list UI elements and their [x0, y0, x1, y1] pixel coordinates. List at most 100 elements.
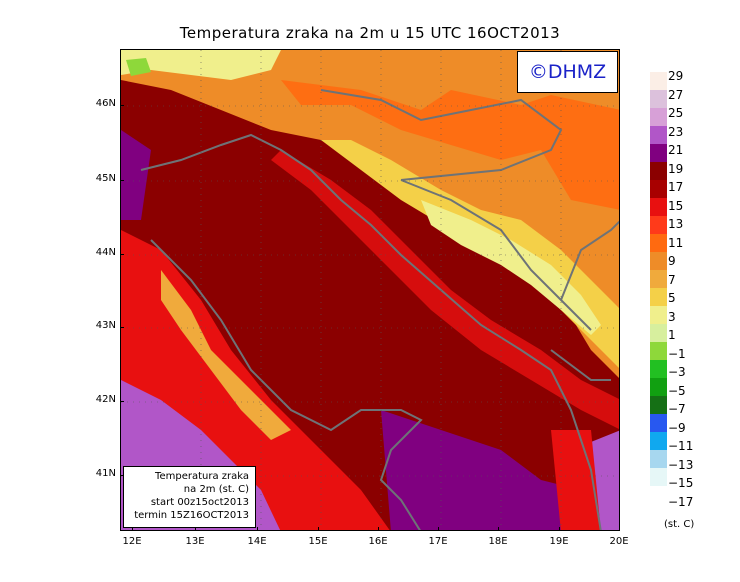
- y-tick-label: 41N: [95, 468, 116, 479]
- alpine-cool-area: [121, 50, 281, 80]
- info-line-4: termin 15Z16OCT2013: [134, 510, 249, 521]
- legend-swatch: [650, 270, 667, 288]
- map-canvas: [121, 50, 619, 530]
- italy-coastline: [150, 239, 423, 530]
- alpine-cold-spot: [126, 58, 151, 76]
- x-tick-mark: [257, 527, 258, 531]
- legend-swatch: [650, 90, 667, 108]
- border-bosnia: [400, 179, 592, 331]
- x-tick-label: 19E: [549, 536, 569, 547]
- y-tick-label: 43N: [95, 320, 116, 331]
- dhmz-logo: ©DHMZ: [517, 51, 618, 93]
- legend-level-label: 13: [668, 217, 684, 231]
- legend-swatch: [650, 252, 667, 270]
- x-tick-mark: [378, 527, 379, 531]
- legend-swatch: [650, 324, 667, 342]
- legend-level-label: −17: [668, 494, 694, 509]
- y-tick-mark: [120, 105, 124, 106]
- y-tick-mark: [120, 180, 124, 181]
- legend-level-label: −1: [668, 346, 686, 361]
- legend-swatch: [650, 108, 667, 126]
- x-tick-label: 15E: [308, 536, 328, 547]
- legend-level-label: 19: [668, 161, 684, 176]
- y-tick-label: 44N: [95, 247, 116, 258]
- legend-level-label: 23: [668, 124, 684, 139]
- legend-level-label: −3: [668, 365, 686, 379]
- x-tick-label: 13E: [185, 536, 205, 547]
- legend-level-label: −7: [668, 402, 686, 416]
- east-adriatic-coastline: [140, 133, 602, 530]
- x-tick-mark: [195, 527, 196, 531]
- legend-swatch: [650, 396, 667, 414]
- legend-level-label: 27: [668, 87, 684, 102]
- legend-swatch: [650, 126, 667, 144]
- x-tick-mark: [559, 527, 560, 531]
- coastal-warm-strip: [271, 150, 619, 429]
- mountain-cool-band: [321, 140, 619, 368]
- legend-level-label: 5: [668, 291, 676, 305]
- legend-swatch: [650, 414, 667, 432]
- info-box: Temperatura zraka na 2m (st. C) start 00…: [123, 466, 256, 528]
- x-tick-label: 14E: [247, 536, 267, 547]
- x-tick-label: 18E: [488, 536, 508, 547]
- legend-level-label: 7: [668, 272, 676, 287]
- legend-swatch: [650, 180, 667, 198]
- legend-swatch: [650, 468, 667, 486]
- info-line-2: na 2m (st. C): [183, 484, 249, 495]
- legend-swatch: [650, 198, 667, 216]
- legend-swatch: [650, 288, 667, 306]
- albania-coast-area: [551, 430, 601, 530]
- legend-swatch: [650, 450, 667, 468]
- color-legend: [650, 72, 667, 486]
- legend-swatch: [650, 144, 667, 162]
- legend-swatch: [650, 342, 667, 360]
- x-tick-mark: [132, 527, 133, 531]
- y-tick-mark: [120, 475, 124, 476]
- legend-level-label: 1: [668, 328, 676, 342]
- y-tick-mark: [120, 401, 124, 402]
- info-line-3: start 00z15oct2013: [150, 497, 249, 508]
- legend-level-label: −9: [668, 420, 686, 435]
- chart-title: Temperatura zraka na 2m u 15 UTC 16OCT20…: [179, 24, 561, 42]
- legend-level-label: −15: [668, 476, 694, 490]
- x-tick-label: 20E: [609, 536, 629, 547]
- x-tick-label: 16E: [368, 536, 388, 547]
- legend-level-label: 15: [668, 198, 684, 213]
- ligurian-warm-area: [121, 130, 151, 220]
- legend-level-label: 11: [668, 235, 684, 250]
- legend-swatch: [650, 378, 667, 396]
- mountain-coldest-band: [421, 200, 601, 335]
- graticule: [121, 50, 619, 530]
- legend-swatch: [650, 306, 667, 324]
- info-line-1: Temperatura zraka: [155, 471, 249, 482]
- x-tick-mark: [498, 527, 499, 531]
- legend-swatch: [650, 162, 667, 180]
- y-tick-label: 42N: [95, 394, 116, 405]
- legend-unit: (st. C): [664, 519, 695, 530]
- legend-swatch: [650, 234, 667, 252]
- legend-level-label: 21: [668, 143, 684, 157]
- legend-level-label: 9: [668, 254, 676, 268]
- x-tick-label: 17E: [428, 536, 448, 547]
- x-tick-mark: [619, 527, 620, 531]
- x-tick-mark: [438, 527, 439, 531]
- legend-level-label: 3: [668, 309, 676, 324]
- temperature-map: ©DHMZ Temperatura zraka na 2m (st. C) st…: [120, 49, 620, 531]
- x-tick-label: 12E: [122, 536, 142, 547]
- y-tick-mark: [120, 254, 124, 255]
- x-tick-mark: [318, 527, 319, 531]
- legend-level-label: 29: [668, 69, 684, 83]
- legend-swatch: [650, 432, 667, 450]
- border-montenegro: [550, 349, 611, 381]
- legend-level-label: 17: [668, 180, 684, 194]
- y-tick-label: 45N: [95, 173, 116, 184]
- legend-level-label: −5: [668, 383, 686, 398]
- y-tick-label: 46N: [95, 98, 116, 109]
- legend-swatch: [650, 216, 667, 234]
- legend-level-label: 25: [668, 106, 684, 120]
- border-north: [320, 89, 563, 181]
- inland-orange-area: [281, 80, 619, 210]
- legend-swatch: [650, 72, 667, 90]
- apennines-cool-area: [161, 270, 291, 440]
- y-tick-mark: [120, 327, 124, 328]
